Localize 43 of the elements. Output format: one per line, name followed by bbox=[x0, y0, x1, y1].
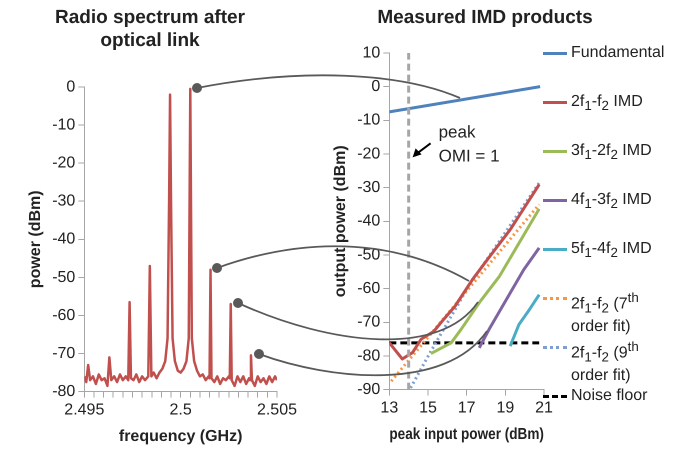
y-tick-label: -10 bbox=[52, 116, 76, 134]
legend-label: 4f$_{1}$-3f$_{2}$ IMD bbox=[571, 191, 652, 214]
x-tick-label: 13 bbox=[380, 400, 398, 417]
x-tick-label: 2.495 bbox=[64, 402, 104, 419]
y-tick-label: -40 bbox=[52, 230, 76, 248]
x-tick-label: 2.5 bbox=[170, 402, 192, 419]
x-tick-label: 21 bbox=[535, 400, 553, 417]
y-axis-title: power (dBm) bbox=[27, 190, 44, 288]
y-tick-label: -80 bbox=[52, 383, 76, 400]
x-axis-title: frequency (GHz) bbox=[118, 428, 242, 445]
legend-label: 2f$_{1}$-f$_{2}$ (7$^{th}$ order fit) bbox=[571, 289, 640, 336]
y-tick-label: -60 bbox=[52, 306, 76, 324]
y-tick-label: -40 bbox=[357, 212, 380, 230]
y-axis-title: output power (dBm) bbox=[332, 145, 350, 298]
y-tick-label: 0 bbox=[371, 78, 380, 96]
legend-label: 2f$_{1}$-f$_{2}$ (9$^{th}$ order fit) bbox=[571, 338, 640, 385]
y-tick-label: -60 bbox=[357, 280, 380, 298]
y-tick-label: -80 bbox=[357, 347, 380, 364]
legend-label: 2f$_{1}$-f$_{2}$ IMD bbox=[571, 93, 643, 116]
x-tick-label: 19 bbox=[496, 400, 514, 417]
y-tick-label: -50 bbox=[52, 268, 76, 286]
y-tick-label: -20 bbox=[357, 145, 380, 162]
y-tick-label: -70 bbox=[357, 314, 380, 331]
legend-label: 5f$_{1}$-4f$_{2}$ IMD bbox=[571, 240, 652, 262]
annotation: peak OMI = 1 bbox=[438, 122, 500, 166]
y-tick-label: -20 bbox=[52, 154, 76, 172]
legend-label: 3f$_{1}$-2f$_{2}$ IMD bbox=[571, 142, 652, 164]
x-axis-title: peak input power (dBm) bbox=[389, 426, 544, 444]
y-tick-label: -70 bbox=[52, 344, 76, 362]
y-tick-label: 0 bbox=[66, 78, 76, 96]
line-series bbox=[409, 181, 541, 390]
x-tick-label: 2.505 bbox=[256, 402, 298, 419]
y-tick-label: -90 bbox=[357, 381, 380, 398]
chart-title: Radio spectrum after optical link bbox=[54, 6, 246, 52]
y-tick-label: -10 bbox=[357, 112, 380, 129]
legend-label: Noise floor bbox=[571, 387, 648, 405]
y-tick-label: -30 bbox=[52, 192, 76, 210]
y-tick-label: 10 bbox=[362, 44, 380, 62]
x-tick-label: 15 bbox=[419, 400, 437, 417]
chart-title: Measured IMD products bbox=[376, 6, 594, 29]
y-tick-label: -30 bbox=[357, 179, 380, 196]
legend-label: Fundamental bbox=[571, 44, 664, 62]
x-tick-label: 17 bbox=[458, 400, 476, 417]
